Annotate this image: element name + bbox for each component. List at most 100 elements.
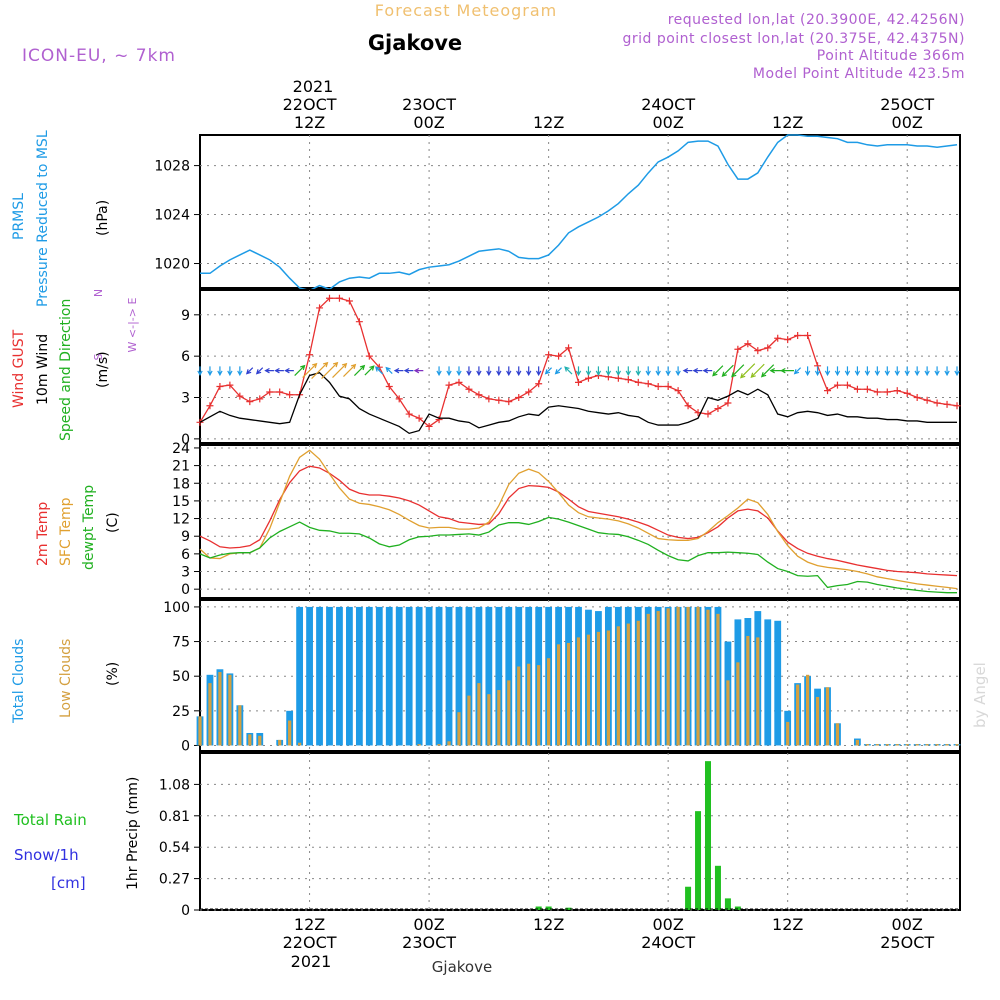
wind-direction-arrow bbox=[274, 367, 284, 374]
bottom-time-label: 12Z bbox=[294, 915, 325, 934]
wind-direction-arrow bbox=[721, 364, 734, 377]
wind-line bbox=[199, 371, 958, 435]
pressure-frame bbox=[199, 134, 961, 289]
gust-point bbox=[276, 388, 284, 396]
top-time-label: 12Z bbox=[772, 113, 803, 132]
low-cloud-bar bbox=[198, 716, 202, 746]
wind-direction-arrow bbox=[321, 361, 339, 379]
wind-direction-arrow bbox=[403, 367, 414, 374]
gust-point bbox=[206, 402, 214, 410]
wind-direction-arrow bbox=[364, 365, 375, 376]
wind-direction-arrow bbox=[904, 366, 910, 377]
low-cloud-bar bbox=[885, 744, 889, 746]
wind-direction-arrow bbox=[255, 367, 264, 375]
bottom-time-label: 12Z bbox=[533, 915, 564, 934]
pressure-label-prmsl: PRMSL bbox=[11, 193, 27, 240]
low-cloud-bar bbox=[517, 666, 521, 746]
low-cloud-bar bbox=[796, 684, 800, 746]
y-tick-label: 18 bbox=[172, 476, 190, 492]
gust-point bbox=[545, 351, 553, 359]
gust-point bbox=[415, 414, 423, 422]
gust-point bbox=[475, 391, 483, 399]
bottom-date-label: 24OCT bbox=[641, 933, 695, 952]
low-cloud-bar bbox=[835, 723, 840, 746]
gust-point bbox=[355, 318, 363, 326]
point-altitude: Point Altitude 366m bbox=[817, 48, 965, 64]
low-cloud-bar bbox=[815, 696, 820, 746]
gust-point bbox=[714, 405, 722, 413]
gust-point bbox=[435, 416, 443, 424]
gust-point bbox=[724, 399, 732, 407]
total-cloud-bar bbox=[415, 606, 423, 746]
low-cloud-bar bbox=[477, 683, 481, 746]
wind-direction-arrow bbox=[692, 367, 703, 374]
y-tick-label: 6 bbox=[181, 349, 190, 365]
y-tick-label: 24 bbox=[172, 441, 190, 457]
bottom-year: 2021 bbox=[291, 952, 332, 971]
low-cloud-bar bbox=[606, 630, 610, 746]
gridpoint-lonlat: grid point closest lon,lat (20.375E, 42.… bbox=[622, 31, 965, 47]
wind-direction-arrow bbox=[575, 366, 582, 377]
y-tick-label: 50 bbox=[172, 669, 190, 685]
wind-direction-arrow bbox=[750, 363, 765, 378]
wind-direction-arrow bbox=[605, 366, 612, 377]
low-cloud-bar bbox=[925, 744, 929, 746]
wind-direction-arrow bbox=[294, 364, 306, 377]
bottom-date-label: 22OCT bbox=[283, 933, 337, 952]
wind-direction-arrow bbox=[486, 366, 492, 377]
low-cloud-bar bbox=[457, 712, 461, 746]
gust-point bbox=[575, 378, 583, 386]
low-cloud-bar bbox=[537, 665, 541, 746]
wind-direction-arrow bbox=[645, 366, 651, 377]
top-time-label: 00Z bbox=[413, 113, 444, 132]
gust-point bbox=[256, 395, 264, 403]
pressure-panel: 1020 1024 1028 PRMSL Pressure Reduced to M… bbox=[11, 130, 961, 307]
low-cloud-bar bbox=[228, 674, 232, 746]
wind-direction-arrow bbox=[264, 367, 274, 374]
wind-10m-label: 10m Wind bbox=[35, 334, 51, 405]
total-cloud-bar bbox=[485, 606, 493, 746]
low-cloud-bar bbox=[596, 631, 601, 746]
low-cloud-bar bbox=[527, 663, 531, 746]
low-clouds-label: Low Clouds bbox=[58, 639, 74, 718]
wind-direction-arrow bbox=[824, 366, 831, 377]
rain-bar bbox=[724, 898, 731, 910]
low-cloud-bar bbox=[915, 744, 919, 746]
low-cloud-bar bbox=[507, 680, 511, 746]
gust-point bbox=[843, 381, 851, 389]
bottom-time-label: 00Z bbox=[413, 915, 444, 934]
total-cloud-bar bbox=[764, 619, 772, 746]
gust-point bbox=[824, 387, 832, 395]
wind-direction-arrow bbox=[665, 366, 671, 377]
total-cloud-bar bbox=[385, 606, 393, 746]
y-tick-label: 75 bbox=[172, 635, 190, 651]
gust-point bbox=[794, 331, 802, 339]
wind-direction-arrow bbox=[780, 367, 794, 374]
gust-point bbox=[365, 352, 373, 360]
model-point-altitude: Model Point Altitude 423.5m bbox=[753, 66, 965, 82]
wind-direction-arrow bbox=[914, 366, 920, 377]
station-name: Gjakove bbox=[368, 31, 462, 55]
low-cloud-bar bbox=[576, 637, 581, 746]
rain-bar bbox=[695, 811, 702, 910]
low-cloud-bar bbox=[825, 687, 830, 746]
low-cloud-bar bbox=[556, 644, 561, 746]
low-cloud-bar bbox=[945, 744, 949, 746]
gust-point bbox=[216, 382, 224, 390]
total-cloud-bar bbox=[405, 606, 413, 746]
gust-point bbox=[903, 389, 911, 397]
rain-bar bbox=[685, 886, 692, 910]
gust-point bbox=[873, 388, 881, 396]
watermark: by Angel bbox=[971, 662, 989, 728]
compass-south: S bbox=[92, 353, 105, 360]
gust-point bbox=[774, 334, 782, 342]
bottom-time-label: 12Z bbox=[772, 915, 803, 934]
y-tick-label: 0.27 bbox=[159, 872, 190, 888]
y-tick-label: 1020 bbox=[154, 257, 190, 273]
wind-direction-arrow bbox=[353, 364, 366, 377]
low-cloud-bar bbox=[676, 606, 680, 746]
gust-point bbox=[734, 345, 742, 353]
temp-dewpt-label: dewpt Temp bbox=[81, 485, 97, 570]
low-cloud-bar bbox=[248, 734, 252, 746]
